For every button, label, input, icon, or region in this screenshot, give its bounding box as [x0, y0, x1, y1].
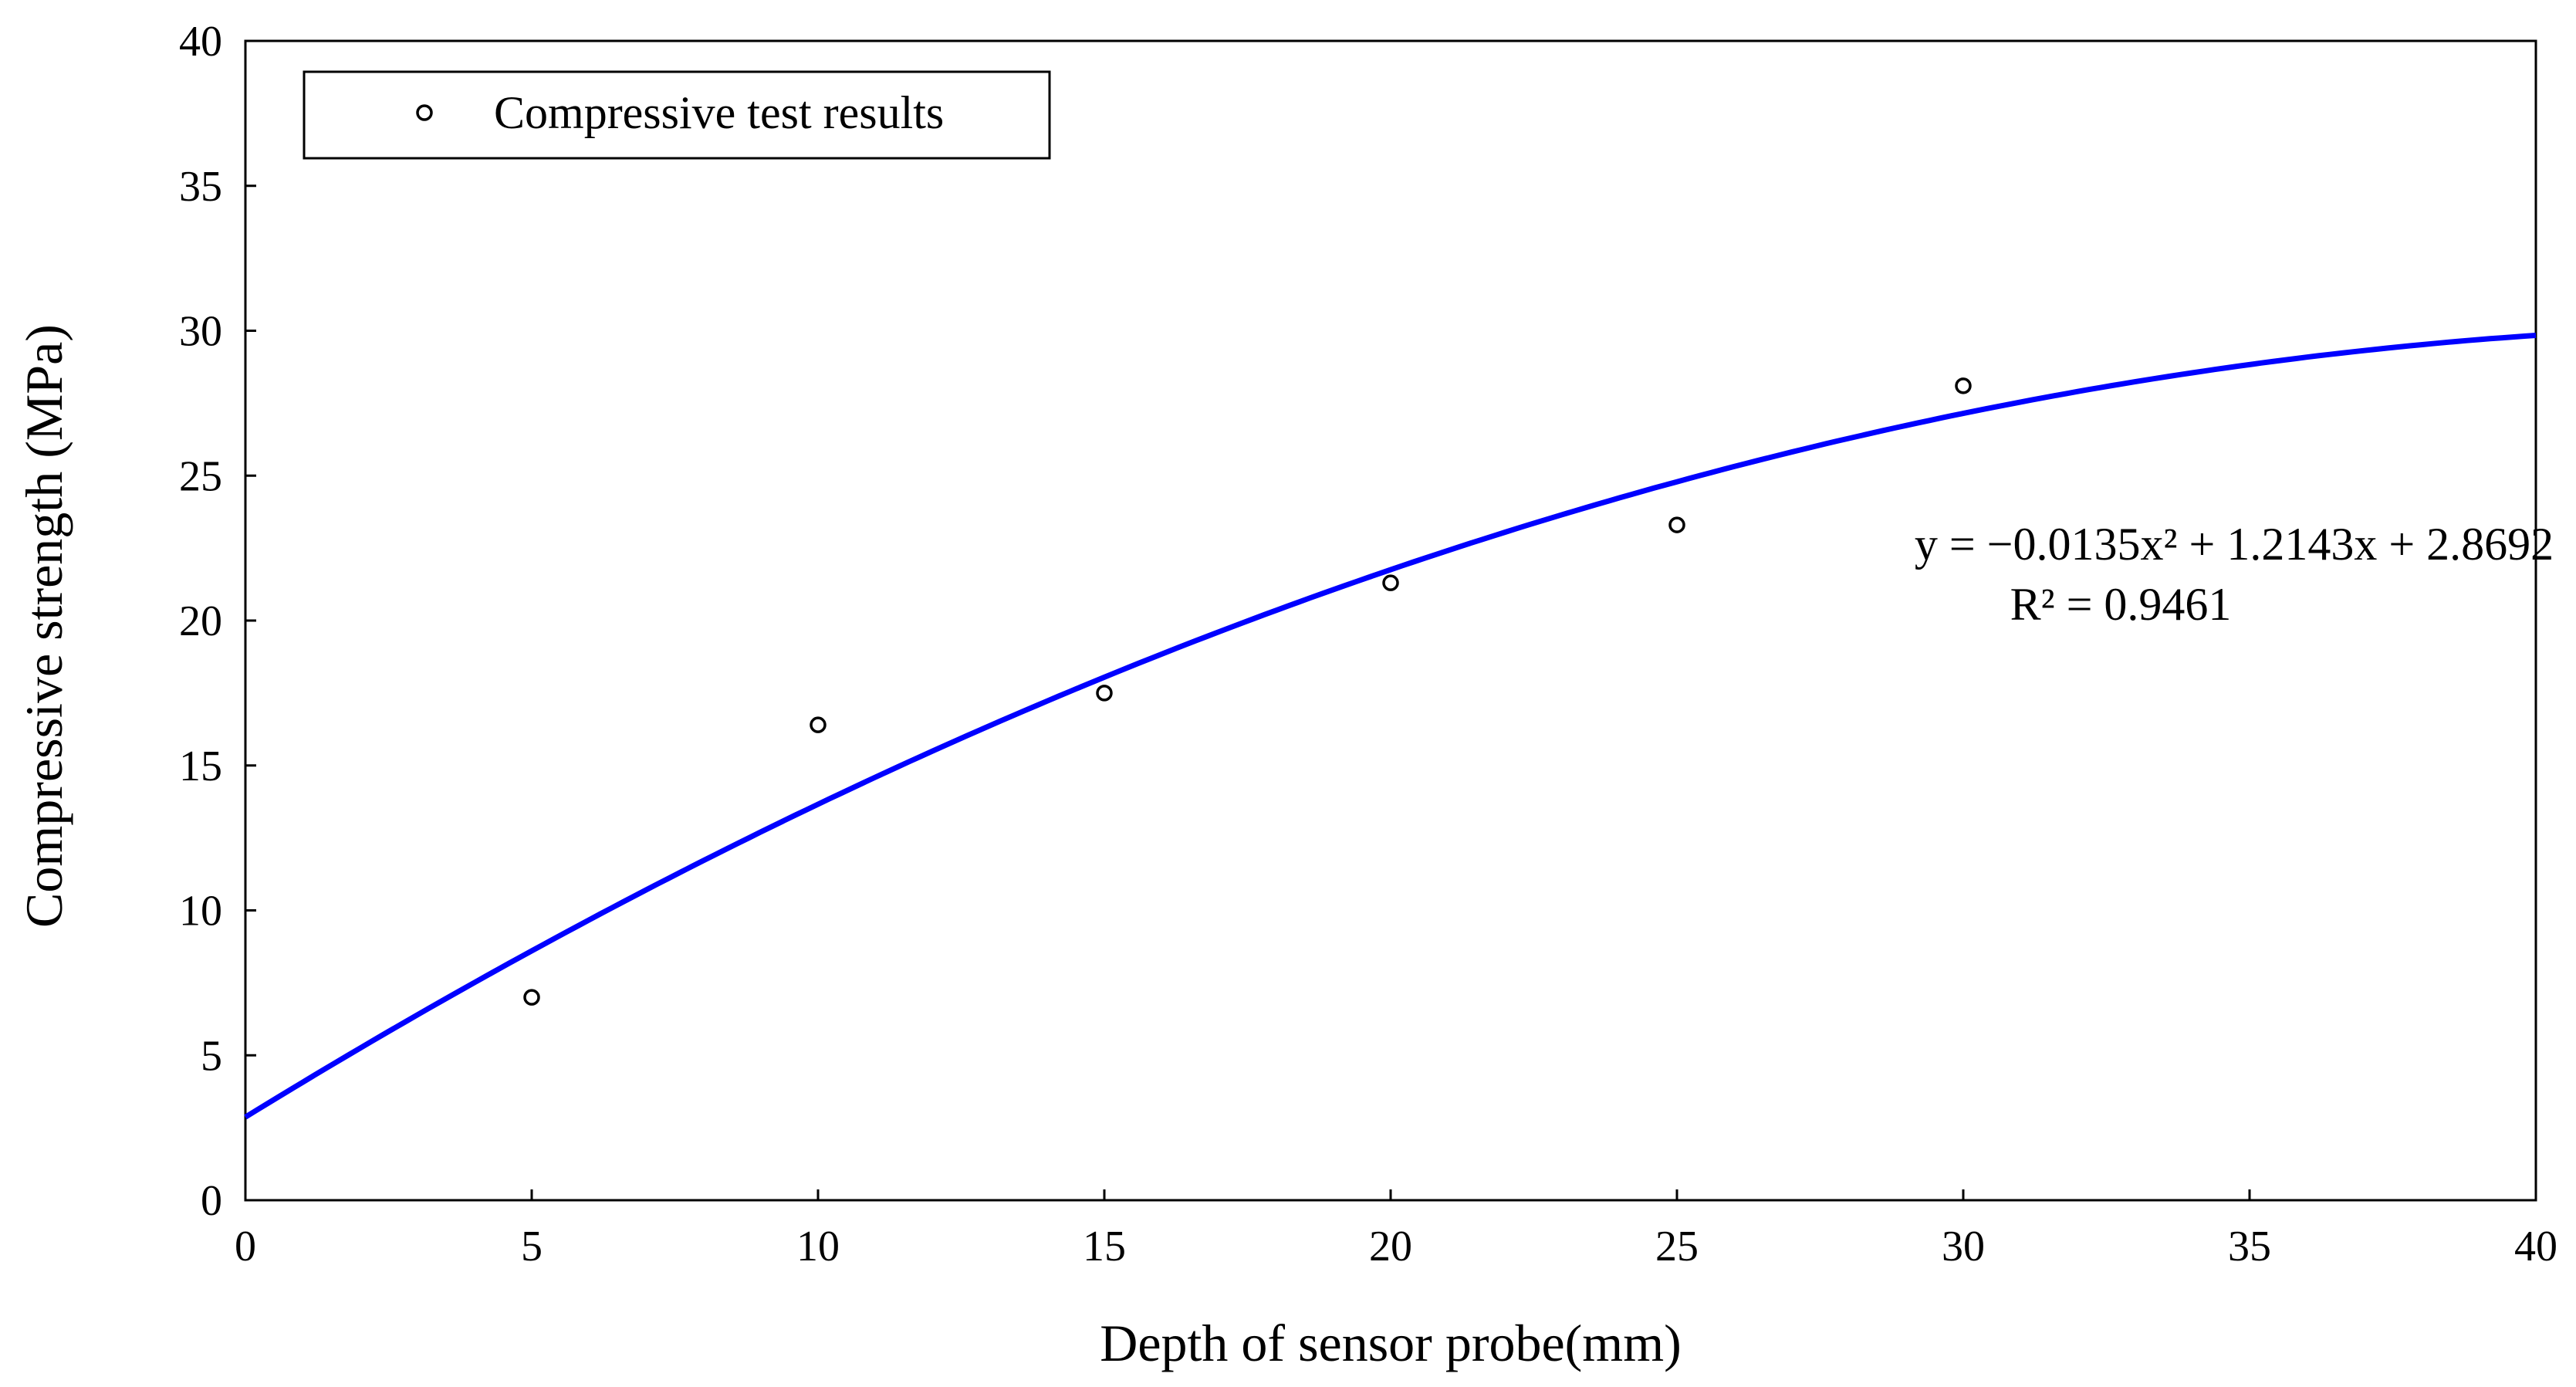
x-tick-label: 30: [1942, 1223, 1985, 1270]
x-axis-title: Depth of sensor probe(mm): [1100, 1314, 1681, 1372]
regression-equation: y = −0.0135x² + 1.2143x + 2.8692: [1915, 519, 2554, 570]
y-tick-label: 40: [179, 18, 222, 66]
data-point: [1955, 377, 1972, 394]
y-tick-label: 20: [179, 597, 222, 645]
r-squared-label: R² = 0.9461: [2010, 579, 2232, 630]
trendline-curve: [244, 333, 2537, 1120]
y-tick-label: 10: [179, 888, 222, 935]
x-tick-label: 0: [235, 1223, 256, 1270]
y-tick-label: 0: [201, 1177, 222, 1225]
y-tick-label: 35: [179, 163, 222, 211]
x-tick-label: 5: [521, 1223, 543, 1270]
legend-label: Compressive test results: [494, 87, 944, 138]
x-tick-label: 40: [2514, 1223, 2557, 1270]
x-tick-label: 35: [2228, 1223, 2271, 1270]
data-point: [1096, 685, 1113, 702]
y-tick-label: 5: [201, 1032, 222, 1080]
legend-marker-icon: [416, 104, 433, 121]
data-point: [810, 716, 827, 733]
y-axis-ticks: 0 5 10 15 20 25 30 35 40: [179, 18, 256, 1225]
data-points: [523, 377, 1972, 1006]
y-tick-label: 25: [179, 452, 222, 500]
data-point: [523, 989, 540, 1006]
y-tick-label: 30: [179, 308, 222, 356]
x-tick-label: 15: [1083, 1223, 1126, 1270]
y-tick-label: 15: [179, 743, 222, 790]
legend: Compressive test results: [303, 70, 1051, 160]
x-tick-label: 25: [1655, 1223, 1699, 1270]
x-axis-ticks: 0 5 10 15 20 25 30 35 40: [235, 1189, 2557, 1270]
data-point: [1668, 516, 1685, 533]
y-axis-title: Compressive strength (MPa): [15, 324, 73, 928]
data-point: [1382, 574, 1399, 591]
x-tick-label: 10: [796, 1223, 840, 1270]
x-tick-label: 20: [1369, 1223, 1412, 1270]
